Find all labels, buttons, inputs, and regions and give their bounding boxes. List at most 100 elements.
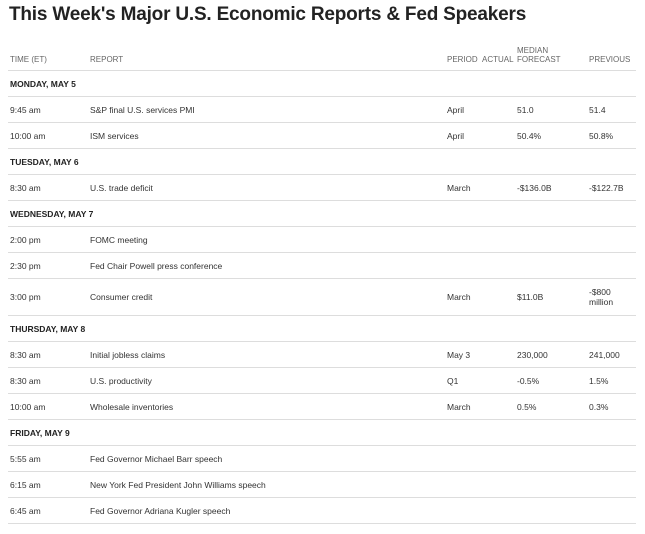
cell-period <box>445 497 480 524</box>
cell-time: 10:00 am <box>8 122 88 149</box>
day-label: WEDNESDAY, MAY 7 <box>8 200 636 227</box>
cell-forecast: 50.4% <box>515 122 587 149</box>
cell-period: March <box>445 174 480 201</box>
table-row: 2:30 pm Fed Chair Powell press conference <box>8 252 636 279</box>
cell-actual <box>480 122 515 149</box>
cell-actual <box>480 278 515 316</box>
cell-forecast <box>515 471 587 498</box>
table-row: 8:30 am Initial jobless claims May 3 230,00… <box>8 341 636 368</box>
header-period: PERIOD <box>445 34 480 71</box>
table-row: 10:00 am ISM services April 50.4% 50.8% <box>8 122 636 149</box>
cell-actual <box>480 174 515 201</box>
cell-forecast <box>515 497 587 524</box>
cell-period: April <box>445 96 480 123</box>
cell-time: 9:45 am <box>8 96 88 123</box>
cell-time: 2:00 pm <box>8 226 88 253</box>
cell-actual <box>480 367 515 394</box>
cell-period <box>445 445 480 472</box>
cell-period <box>445 226 480 253</box>
cell-actual <box>480 445 515 472</box>
cell-report: Fed Governor Michael Barr speech <box>88 445 445 472</box>
cell-report: New York Fed President John Williams spe… <box>88 471 445 498</box>
header-report: REPORT <box>88 34 445 71</box>
cell-actual <box>480 393 515 420</box>
cell-forecast: 51.0 <box>515 96 587 123</box>
cell-report: U.S. trade deficit <box>88 174 445 201</box>
cell-time: 6:45 am <box>8 497 88 524</box>
cell-time: 8:30 am <box>8 367 88 394</box>
cell-previous: 1.5% <box>587 367 636 394</box>
table-row: 8:30 am U.S. productivity Q1 -0.5% 1.5% <box>8 367 636 394</box>
day-header-row: WEDNESDAY, MAY 7 <box>8 200 636 227</box>
page-title: This Week's Major U.S. Economic Reports … <box>9 4 527 25</box>
cell-time: 8:30 am <box>8 341 88 368</box>
cell-report: Fed Governor Adriana Kugler speech <box>88 497 445 524</box>
header-forecast: MEDIAN FORECAST <box>515 34 587 71</box>
cell-forecast: 230,000 <box>515 341 587 368</box>
cell-period: March <box>445 393 480 420</box>
cell-time: 8:30 am <box>8 174 88 201</box>
cell-time: 5:55 am <box>8 445 88 472</box>
cell-forecast <box>515 252 587 279</box>
cell-forecast: -$136.0B <box>515 174 587 201</box>
table-row: 8:30 am U.S. trade deficit March -$136.0B -$… <box>8 174 636 201</box>
cell-previous <box>587 445 636 472</box>
day-header-row: MONDAY, MAY 5 <box>8 70 636 97</box>
cell-period: Q1 <box>445 367 480 394</box>
cell-forecast: 0.5% <box>515 393 587 420</box>
cell-previous: 50.8% <box>587 122 636 149</box>
cell-actual <box>480 497 515 524</box>
header-previous: PREVIOUS <box>587 34 636 71</box>
day-header-row: FRIDAY, MAY 9 <box>8 419 636 446</box>
cell-report: U.S. productivity <box>88 367 445 394</box>
day-header-row: THURSDAY, MAY 8 <box>8 315 636 342</box>
cell-actual <box>480 252 515 279</box>
day-label: THURSDAY, MAY 8 <box>8 315 636 342</box>
cell-period <box>445 252 480 279</box>
cell-actual <box>480 341 515 368</box>
cell-previous: 0.3% <box>587 393 636 420</box>
cell-period: March <box>445 278 480 316</box>
day-label: FRIDAY, MAY 9 <box>8 419 636 446</box>
cell-period: April <box>445 122 480 149</box>
table-row: 3:00 pm Consumer credit March $11.0B -$800 m… <box>8 278 636 316</box>
day-label: TUESDAY, MAY 6 <box>8 148 636 175</box>
cell-time: 10:00 am <box>8 393 88 420</box>
cell-period <box>445 471 480 498</box>
header-time: TIME (ET) <box>8 34 88 71</box>
cell-report: Fed Chair Powell press conference <box>88 252 445 279</box>
cell-previous <box>587 226 636 253</box>
cell-report: S&P final U.S. services PMI <box>88 96 445 123</box>
cell-actual <box>480 96 515 123</box>
cell-actual <box>480 471 515 498</box>
cell-forecast <box>515 445 587 472</box>
header-actual: ACTUAL <box>480 34 515 71</box>
cell-time: 6:15 am <box>8 471 88 498</box>
table-row: 5:55 am Fed Governor Michael Barr speech <box>8 445 636 472</box>
cell-report: ISM services <box>88 122 445 149</box>
day-label: MONDAY, MAY 5 <box>8 70 636 97</box>
cell-previous <box>587 497 636 524</box>
table-row: 6:15 am New York Fed President John Willi… <box>8 471 636 498</box>
table-header: TIME (ET) REPORT PERIOD ACTUAL MEDIAN FOR… <box>8 34 636 71</box>
cell-report: Wholesale inventories <box>88 393 445 420</box>
cell-previous: 51.4 <box>587 96 636 123</box>
cell-forecast <box>515 226 587 253</box>
day-header-row: TUESDAY, MAY 6 <box>8 148 636 175</box>
cell-time: 2:30 pm <box>8 252 88 279</box>
cell-report: Initial jobless claims <box>88 341 445 368</box>
cell-forecast: -0.5% <box>515 367 587 394</box>
cell-forecast: $11.0B <box>515 278 587 316</box>
cell-actual <box>480 226 515 253</box>
table-row: 2:00 pm FOMC meeting <box>8 226 636 253</box>
table-row: 10:00 am Wholesale inventories March 0.5% 0.… <box>8 393 636 420</box>
cell-period: May 3 <box>445 341 480 368</box>
cell-previous: -$800 million <box>587 278 636 316</box>
cell-previous: 241,000 <box>587 341 636 368</box>
cell-previous <box>587 471 636 498</box>
cell-report: Consumer credit <box>88 278 445 316</box>
cell-report: FOMC meeting <box>88 226 445 253</box>
table-row: 6:45 am Fed Governor Adriana Kugler speec… <box>8 497 636 524</box>
table-row: 9:45 am S&P final U.S. services PMI April 5… <box>8 96 636 123</box>
economic-calendar-table: TIME (ET) REPORT PERIOD ACTUAL MEDIAN FOR… <box>8 34 636 524</box>
